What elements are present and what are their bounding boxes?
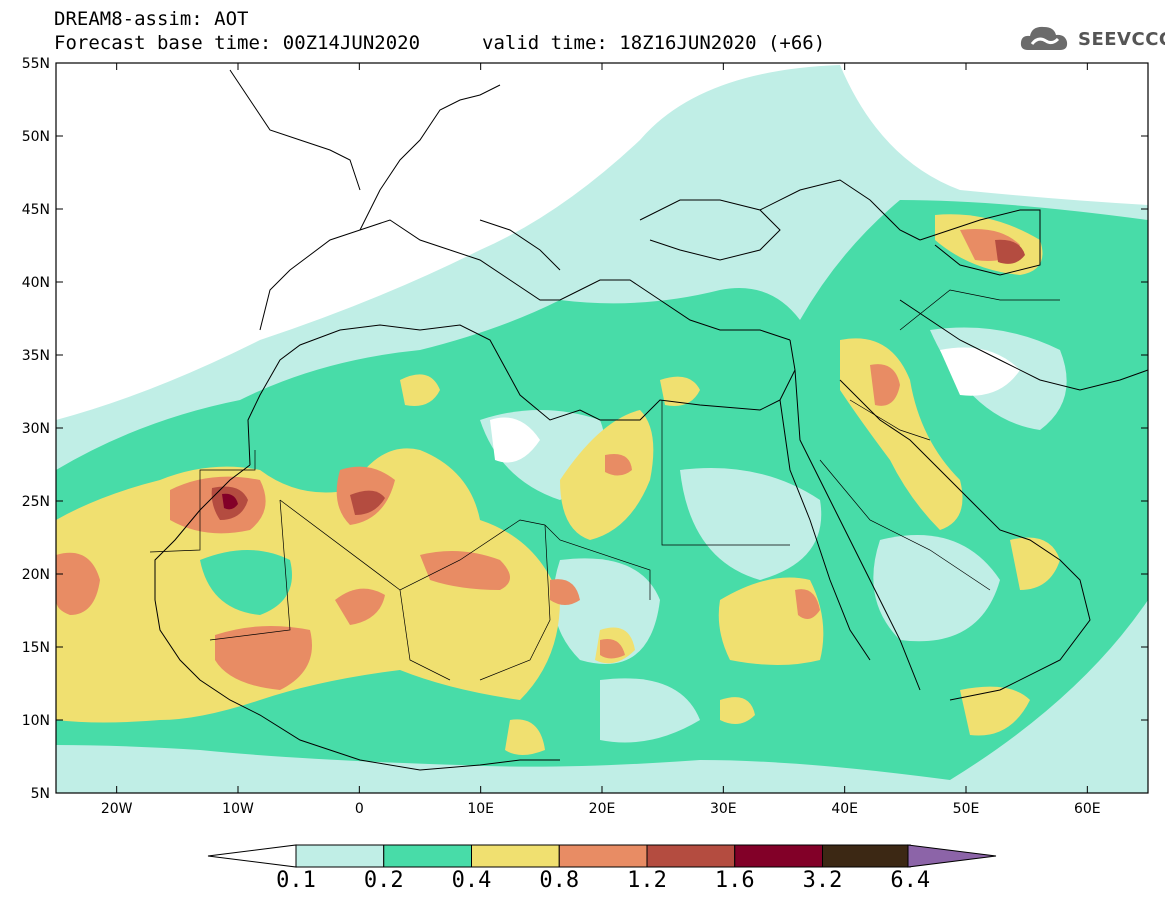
lat-tick-label: 50N: [22, 129, 50, 145]
colorbar-label: 0.1: [276, 868, 316, 893]
political-borders: [149, 289, 1060, 681]
colorbar-over-arrow: [907, 844, 997, 868]
lat-tick-label: 5N: [31, 786, 50, 802]
lon-tick-label: 10E: [467, 801, 494, 817]
colorbar-label: 0.8: [539, 868, 580, 893]
colorbar-label: 1.2: [627, 868, 667, 893]
map-title: DREAM8-assim: AOT: [54, 8, 249, 30]
colorbar-label: 3.2: [802, 868, 843, 893]
lat-tick-label: 45N: [22, 202, 50, 218]
colorbar-bin: [822, 844, 911, 868]
colorbar-bin: [471, 844, 560, 868]
cloud-icon: [1020, 26, 1068, 50]
lon-tick-label: 20W: [101, 801, 133, 817]
lat-tick-label: 15N: [22, 640, 50, 656]
axis-ticks: 55N 50N 45N 40N 35N 30N 25N 20N 15N 10N 5N 20W 10W 0 1…: [22, 56, 1148, 817]
colorbar-label: 1.6: [714, 868, 755, 893]
colorbar-bin: [383, 844, 472, 868]
lat-tick-label: 40N: [22, 275, 50, 291]
aot-contours: [56, 65, 1148, 793]
colorbar-label: 0.2: [363, 868, 404, 893]
lat-tick-label: 25N: [22, 494, 50, 510]
lat-tick-label: 10N: [22, 713, 50, 729]
lon-tick-label: 10W: [222, 801, 254, 817]
lon-tick-label: 50E: [953, 801, 980, 817]
coastlines: [154, 69, 1148, 771]
logo-text: SEEVCCC: [1078, 28, 1165, 50]
lat-tick-label: 20N: [22, 567, 50, 583]
colorbar-bin: [734, 844, 823, 868]
colorbar-bin: [646, 844, 736, 868]
lon-tick-label: 30E: [710, 801, 737, 817]
seevccc-logo: SEEVCCC: [1018, 22, 1165, 56]
colorbar-bin: [295, 844, 385, 868]
colorbar-bin: [558, 844, 648, 868]
colorbar-label: 0.4: [451, 868, 492, 893]
lat-tick-label: 55N: [22, 56, 50, 72]
valid-time: valid time: 18Z16JUN2020 (+66): [482, 32, 826, 54]
lon-tick-label: 40E: [831, 801, 858, 817]
colorbar-bins: [295, 844, 911, 868]
colorbar-under-arrow: [207, 844, 297, 868]
lon-tick-label: 20E: [589, 801, 616, 817]
lon-tick-label: 60E: [1074, 801, 1101, 817]
forecast-base-time: Forecast base time: 00Z14JUN2020: [54, 32, 421, 54]
lat-tick-label: 30N: [22, 421, 50, 437]
lon-tick-label: 0: [355, 801, 364, 817]
lat-tick-label: 35N: [22, 348, 50, 364]
colorbar-label: 6.4: [890, 868, 931, 893]
